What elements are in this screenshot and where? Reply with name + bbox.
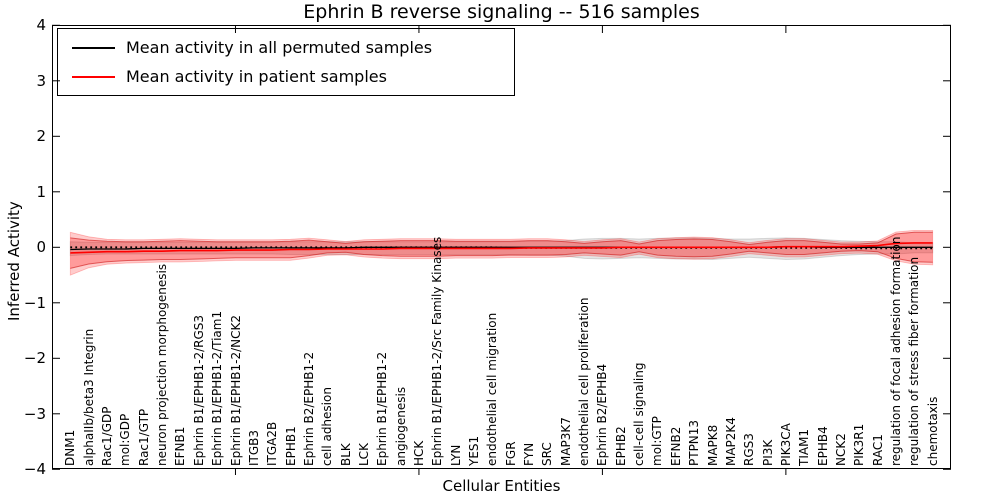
- y-tick-label: −4: [23, 460, 46, 479]
- x-category-label: MAP2K4: [723, 417, 738, 466]
- patient-band-lower-edge: [70, 250, 933, 269]
- x-category-label: TIAM1: [797, 428, 812, 466]
- patient-band-upper-edge: [70, 231, 933, 246]
- x-category-label: PI3K: [760, 439, 775, 466]
- x-category-label: YES1: [467, 435, 481, 466]
- y-tick-label: 4: [36, 16, 46, 35]
- y-tick-label: −1: [23, 293, 46, 312]
- x-category-label: EPHB4: [815, 426, 830, 466]
- x-category-label: Ephrin B1/EPHB1-2/Tiam1: [210, 310, 225, 466]
- x-category-label: EPHB1: [283, 426, 298, 466]
- x-category-label: MAPK8: [705, 424, 720, 466]
- x-category-label: Ephrin B1/EPHB1-2/NCK2: [228, 315, 243, 466]
- chart-title: Ephrin B reverse signaling -- 516 sample…: [303, 1, 700, 23]
- y-tick-label: 0: [36, 238, 46, 257]
- x-category-label: regulation of stress fiber formation: [907, 256, 922, 466]
- x-category-label: SRC: [540, 442, 555, 466]
- y-tick-label: 2: [36, 127, 46, 146]
- x-category-label: DNM1: [63, 429, 78, 466]
- legend-label: Mean activity in patient samples: [126, 67, 387, 86]
- x-category-label: Ephrin B2/EPHB1-2: [301, 351, 316, 466]
- x-category-label: MAP3K7: [558, 417, 573, 466]
- x-category-label: EFNB2: [668, 426, 683, 466]
- patient-mean-line: [70, 242, 933, 254]
- x-category-label: FGR: [503, 441, 518, 466]
- x-category-label: cell adhesion: [320, 387, 335, 466]
- x-category-label: Rac1/GDP: [100, 406, 114, 466]
- x-category-label: ITGB3: [246, 429, 261, 466]
- x-category-label: regulation of focal adhesion formation: [889, 236, 903, 466]
- x-category-label: HCK: [411, 440, 426, 466]
- black-line-sample-icon: [72, 46, 115, 49]
- x-category-label: FYN: [522, 442, 536, 466]
- legend-entry-patient: Mean activity in patient samples: [72, 67, 514, 86]
- x-category-label: BLK: [338, 443, 353, 466]
- x-category-label: neuron projection morphogenesis: [155, 263, 170, 466]
- x-category-label: mol:GDP: [118, 413, 133, 466]
- x-category-label: RGS3: [742, 433, 757, 466]
- x-category-label: EFNB1: [173, 426, 188, 466]
- legend-label: Mean activity in all permuted samples: [126, 38, 433, 57]
- x-category-label: alphaIIb/beta3 Integrin: [81, 328, 96, 466]
- x-category-label: Ephrin B1/EPHB1-2/Src Family Kinases: [430, 236, 445, 466]
- y-tick-label: −2: [23, 349, 46, 368]
- legend-entry-permuted: Mean activity in all permuted samples: [72, 38, 514, 57]
- x-category-label: PTPN13: [687, 419, 702, 466]
- x-category-label: endothelial cell proliferation: [577, 297, 592, 466]
- x-category-label: Ephrin B1/EPHB1-2/RGS3: [191, 314, 206, 466]
- x-category-label: angiogenesis: [393, 386, 408, 466]
- red-line-sample-icon: [72, 75, 115, 78]
- x-category-label: PIK3CA: [778, 423, 793, 466]
- y-tick-label: 1: [36, 182, 46, 201]
- x-category-label: LCK: [356, 443, 371, 466]
- x-category-label: Ephrin B1/EPHB1-2: [375, 351, 390, 466]
- x-category-label: RAC1: [870, 434, 885, 466]
- x-category-label: EPHB2: [613, 426, 628, 466]
- x-category-label: PIK3R1: [852, 423, 867, 466]
- x-category-label: Ephrin B2/EPHB4: [595, 363, 610, 466]
- x-category-label: Rac1/GTP: [136, 408, 151, 466]
- x-category-label: mol:GTP: [650, 416, 665, 466]
- plot-area: [52, 24, 951, 475]
- x-category-label: LYN: [448, 444, 463, 466]
- y-tick-label: 3: [36, 71, 46, 90]
- x-category-label: cell-cell signaling: [632, 362, 647, 467]
- legend: Mean activity in all permuted samples Me…: [57, 28, 515, 96]
- x-category-label: NCK2: [833, 433, 848, 466]
- x-category-label: endothelial cell migration: [485, 312, 500, 466]
- x-category-label: ITGA2B: [265, 421, 280, 466]
- patient-std-band: [70, 232, 933, 269]
- x-category-label: chemotaxis: [925, 396, 940, 466]
- y-tick-label: −3: [23, 404, 46, 423]
- x-axis-label: Cellular Entities: [442, 477, 561, 495]
